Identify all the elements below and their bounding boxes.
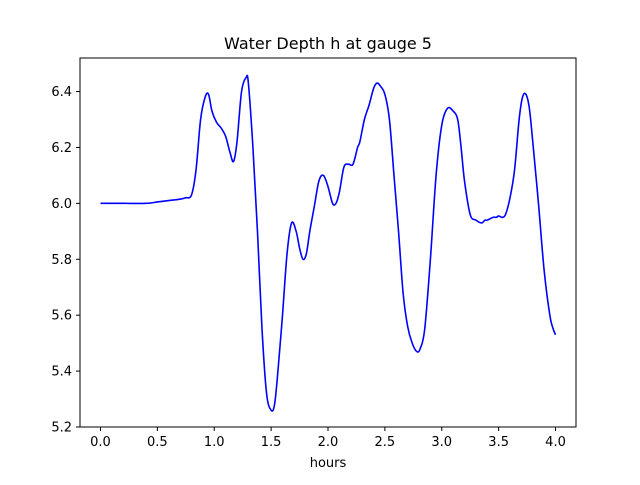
x-tick-label: 1.5 [261, 435, 282, 450]
x-axis-label: hours [310, 456, 347, 471]
x-tick-label: 2.0 [318, 435, 339, 450]
y-tick-label: 6.2 [51, 141, 72, 156]
y-tick-label: 5.8 [51, 253, 72, 268]
y-tick-label: 5.2 [51, 421, 72, 436]
x-tick-label: 0.0 [90, 435, 111, 450]
y-tick-label: 6.4 [51, 85, 72, 100]
y-tick-label: 5.4 [51, 365, 72, 380]
x-tick-label: 1.0 [204, 435, 225, 450]
series-line-0 [100, 74, 557, 412]
y-tick-label: 6.0 [51, 197, 72, 212]
x-tick-label: 4.0 [545, 435, 566, 450]
y-tick-label: 5.6 [51, 309, 72, 324]
x-tick-label: 2.5 [375, 435, 396, 450]
x-tick-label: 3.0 [431, 435, 452, 450]
x-tick-label: 3.5 [488, 435, 509, 450]
x-tick-label: 0.5 [147, 435, 168, 450]
chart-title: Water Depth h at gauge 5 [224, 34, 432, 53]
